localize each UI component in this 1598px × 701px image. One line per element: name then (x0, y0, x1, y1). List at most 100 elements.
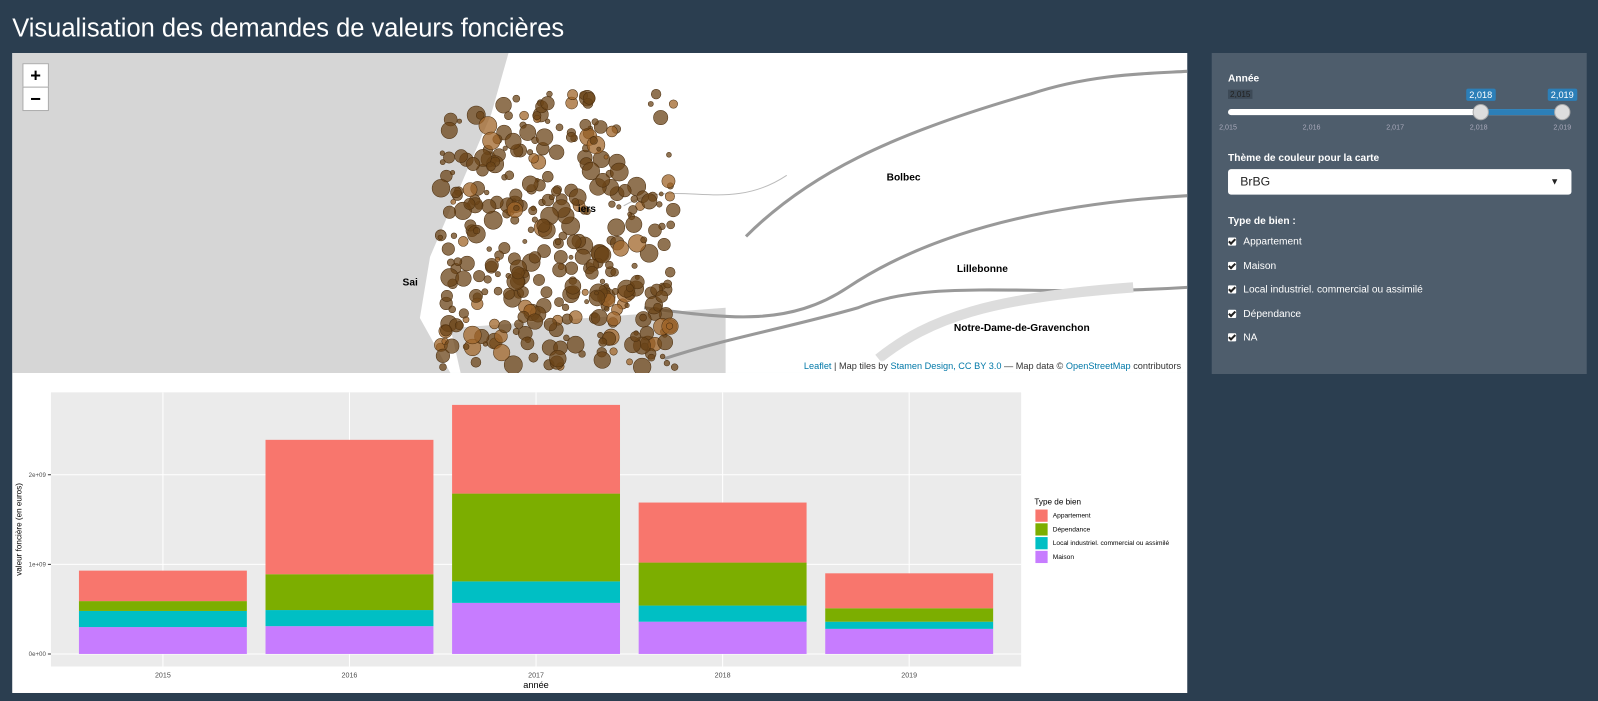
checkbox-box[interactable] (1228, 237, 1237, 246)
map-marker (540, 286, 553, 299)
map-marker (611, 287, 619, 295)
checkbox[interactable]: NA (1228, 333, 1257, 344)
map-marker (606, 125, 618, 138)
map-marker (503, 355, 523, 373)
map-marker (593, 351, 611, 369)
bar-segment (638, 605, 807, 622)
map-marker (563, 334, 570, 342)
map-marker (561, 313, 573, 325)
map-marker (448, 305, 456, 314)
checkbox-label: Appartement (1243, 236, 1302, 248)
map-marker (528, 352, 539, 363)
zoom-in[interactable]: + (22, 63, 49, 88)
road (744, 69, 1188, 238)
map-marker (648, 223, 662, 238)
map-marker (437, 234, 443, 240)
attribution: Leaflet | Map tiles by Stamen Design, CC… (801, 360, 1184, 371)
zoom-out[interactable]: − (22, 86, 49, 112)
river (875, 282, 1134, 363)
place-label: Bolbec (887, 172, 921, 183)
checkbox-label: NA (1243, 332, 1258, 344)
checkbox[interactable]: Local industriel. commercial ou assimilé (1228, 285, 1423, 296)
map-marker (588, 289, 606, 307)
map-marker (440, 289, 453, 302)
map-marker (596, 146, 602, 152)
map-marker (666, 220, 675, 230)
map-marker (558, 231, 568, 241)
x-axis-title: année (523, 680, 548, 690)
checkbox[interactable]: Maison (1228, 260, 1277, 272)
map-marker (552, 262, 567, 278)
map-marker (657, 334, 673, 351)
checkbox[interactable]: Dépendance (1228, 309, 1301, 320)
checkbox-label: Maison (1243, 260, 1277, 272)
map-marker (450, 170, 456, 176)
caret: ▼ (1550, 176, 1560, 187)
link[interactable]: CC BY 3.0 (958, 360, 1002, 371)
bar-segment (638, 502, 807, 563)
checkbox[interactable]: Appartement (1228, 236, 1302, 248)
slider-track[interactable] (1228, 109, 1563, 116)
map-marker (493, 344, 511, 362)
map-marker (630, 274, 645, 290)
map-marker (536, 218, 551, 233)
road (643, 194, 1188, 319)
map-marker (528, 251, 542, 264)
checkbox-box[interactable] (1228, 309, 1237, 318)
map-marker (555, 123, 564, 132)
map-marker (462, 343, 470, 350)
link[interactable]: OpenStreetMap (1065, 360, 1131, 371)
y-tick-label: 2e+09 (29, 472, 47, 479)
link[interactable]: Stamen Design, (890, 360, 956, 371)
map-marker (589, 136, 598, 145)
map-marker (511, 266, 525, 280)
map-marker (663, 279, 673, 289)
map-marker (545, 118, 551, 124)
map-marker (612, 240, 629, 257)
bar-segment (452, 602, 621, 654)
checkbox-box[interactable] (1228, 261, 1237, 270)
map-marker (566, 234, 582, 250)
slider-handle[interactable] (1554, 103, 1571, 121)
map-marker (455, 270, 472, 287)
checkbox-box[interactable] (1228, 333, 1237, 342)
map-marker (463, 325, 482, 345)
map[interactable]: Bolbec Lillebonne Notre-Dame-de-Gravench… (12, 52, 1188, 373)
map-marker (470, 357, 482, 368)
map-marker (578, 350, 586, 358)
map-marker (521, 175, 539, 193)
y-tick-label: 0e+00 (29, 651, 47, 658)
checkbox-box[interactable] (1228, 285, 1237, 294)
map-marker (519, 124, 537, 141)
map-marker (666, 202, 681, 218)
map-marker (503, 287, 515, 300)
map-marker (439, 363, 447, 371)
map-marker (665, 267, 676, 278)
select-value: BrBG (1240, 174, 1271, 189)
map-marker (658, 191, 664, 197)
map-marker (567, 89, 578, 101)
sidebar: Année 2,015 2,018 2,019 2,015 2,016 2,017 2… (1211, 52, 1587, 375)
map-marker (609, 162, 629, 182)
bar-segment (265, 574, 434, 611)
bar-segment (265, 610, 434, 627)
select[interactable]: BrBG ▼ (1228, 169, 1572, 195)
map-marker (535, 128, 554, 146)
map-marker (566, 335, 585, 354)
map-marker (435, 348, 450, 363)
bar-segment (638, 621, 807, 654)
link[interactable]: Leaflet (803, 360, 832, 371)
map-marker (554, 238, 562, 246)
map-marker (656, 201, 663, 208)
map-marker (431, 179, 451, 198)
legend-label: Appartement (1053, 513, 1091, 520)
legend-swatch (1035, 509, 1048, 522)
map-marker (657, 238, 671, 251)
slider-tick: 2,019 (1553, 124, 1572, 132)
map-marker (528, 206, 538, 216)
bar-segment (265, 439, 434, 575)
map-marker (561, 303, 570, 312)
slider-handle[interactable] (1472, 103, 1489, 121)
map-marker (598, 337, 608, 347)
map-marker (462, 182, 478, 197)
